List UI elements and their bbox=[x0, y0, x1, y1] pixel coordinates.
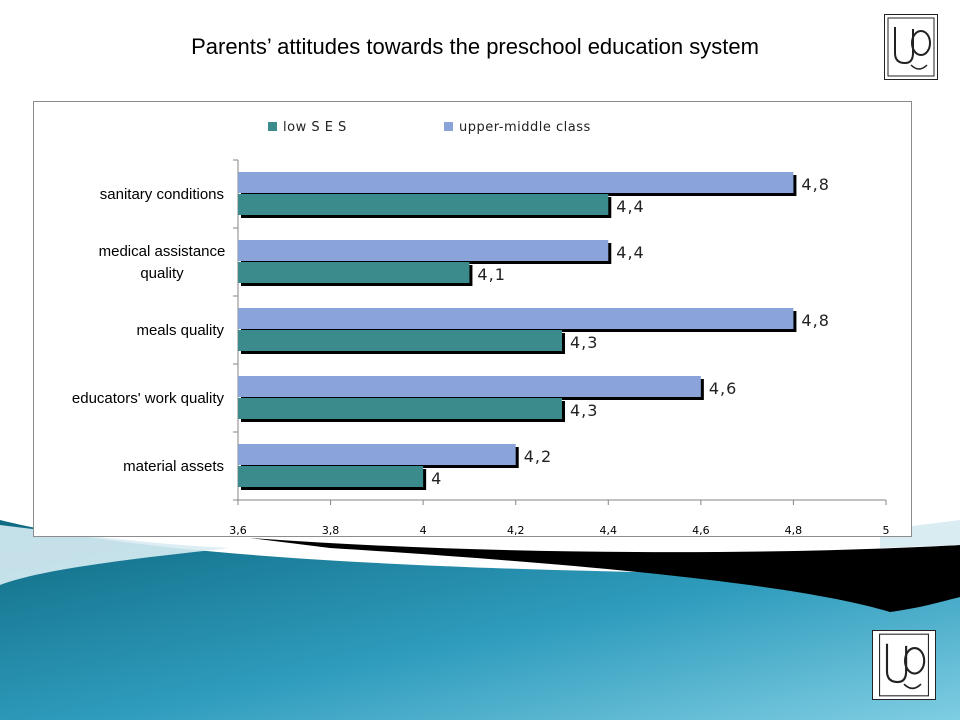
category-label: medical assistance bbox=[99, 243, 226, 260]
data-label: 4,2 bbox=[524, 447, 552, 466]
data-label: 4,4 bbox=[616, 197, 644, 216]
legend-label: low S E S bbox=[283, 120, 347, 135]
x-tick-label: 4,8 bbox=[785, 524, 803, 536]
data-label: 4,3 bbox=[570, 333, 598, 352]
legend-label: upper-middle class bbox=[459, 120, 591, 135]
bar-low-ses bbox=[238, 262, 470, 283]
wave-shape bbox=[0, 520, 960, 720]
chart-area: 3,6 3,8 4 4,2 4,4 4,6 4,8 5 4,8 4,4 sanitary condi… bbox=[33, 101, 912, 537]
wave-highlight bbox=[0, 525, 230, 585]
logo-top bbox=[884, 14, 938, 80]
data-label: 4,8 bbox=[801, 175, 829, 194]
x-tick-label: 3,6 bbox=[229, 524, 247, 536]
wave-black-band bbox=[250, 538, 960, 612]
bar-upper-middle-class bbox=[238, 444, 516, 465]
logo-monogram-icon bbox=[879, 633, 929, 697]
x-tick-label: 4,4 bbox=[600, 524, 618, 536]
data-label: 4,8 bbox=[801, 311, 829, 330]
category-label: material assets bbox=[123, 458, 224, 475]
logo-bottom bbox=[872, 630, 936, 700]
bar-low-ses bbox=[238, 330, 562, 351]
slide-title: Parents’ attitudes towards the preschool… bbox=[191, 34, 759, 59]
wave-light-band bbox=[880, 520, 960, 548]
bar-upper-middle-class bbox=[238, 376, 701, 397]
category-label: meals quality bbox=[136, 322, 224, 339]
data-label: 4 bbox=[431, 469, 442, 488]
bar-low-ses bbox=[238, 194, 609, 215]
data-label: 4,3 bbox=[570, 401, 598, 420]
bar-low-ses bbox=[238, 466, 424, 487]
bar-low-ses bbox=[238, 398, 562, 419]
category-label: educators' work quality bbox=[72, 390, 225, 407]
x-tick-label: 4 bbox=[420, 524, 427, 536]
x-tick-label: 3,8 bbox=[322, 524, 340, 536]
x-tick-label: 5 bbox=[883, 524, 890, 536]
legend-swatch bbox=[268, 122, 277, 131]
data-label: 4,4 bbox=[616, 243, 644, 262]
category-label: quality bbox=[140, 265, 184, 282]
data-label: 4,1 bbox=[477, 265, 505, 284]
bar-upper-middle-class bbox=[238, 308, 794, 329]
x-tick-label: 4,6 bbox=[692, 524, 710, 536]
bar-upper-middle-class bbox=[238, 172, 794, 193]
legend-swatch bbox=[444, 122, 453, 131]
category-label: sanitary conditions bbox=[100, 186, 224, 203]
bar-chart: 3,6 3,8 4 4,2 4,4 4,6 4,8 5 4,8 4,4 sanitary condi… bbox=[72, 120, 890, 536]
bar-upper-middle-class bbox=[238, 240, 609, 261]
data-label: 4,6 bbox=[709, 379, 737, 398]
logo-monogram-icon bbox=[887, 17, 935, 77]
x-tick-label: 4,2 bbox=[507, 524, 525, 536]
